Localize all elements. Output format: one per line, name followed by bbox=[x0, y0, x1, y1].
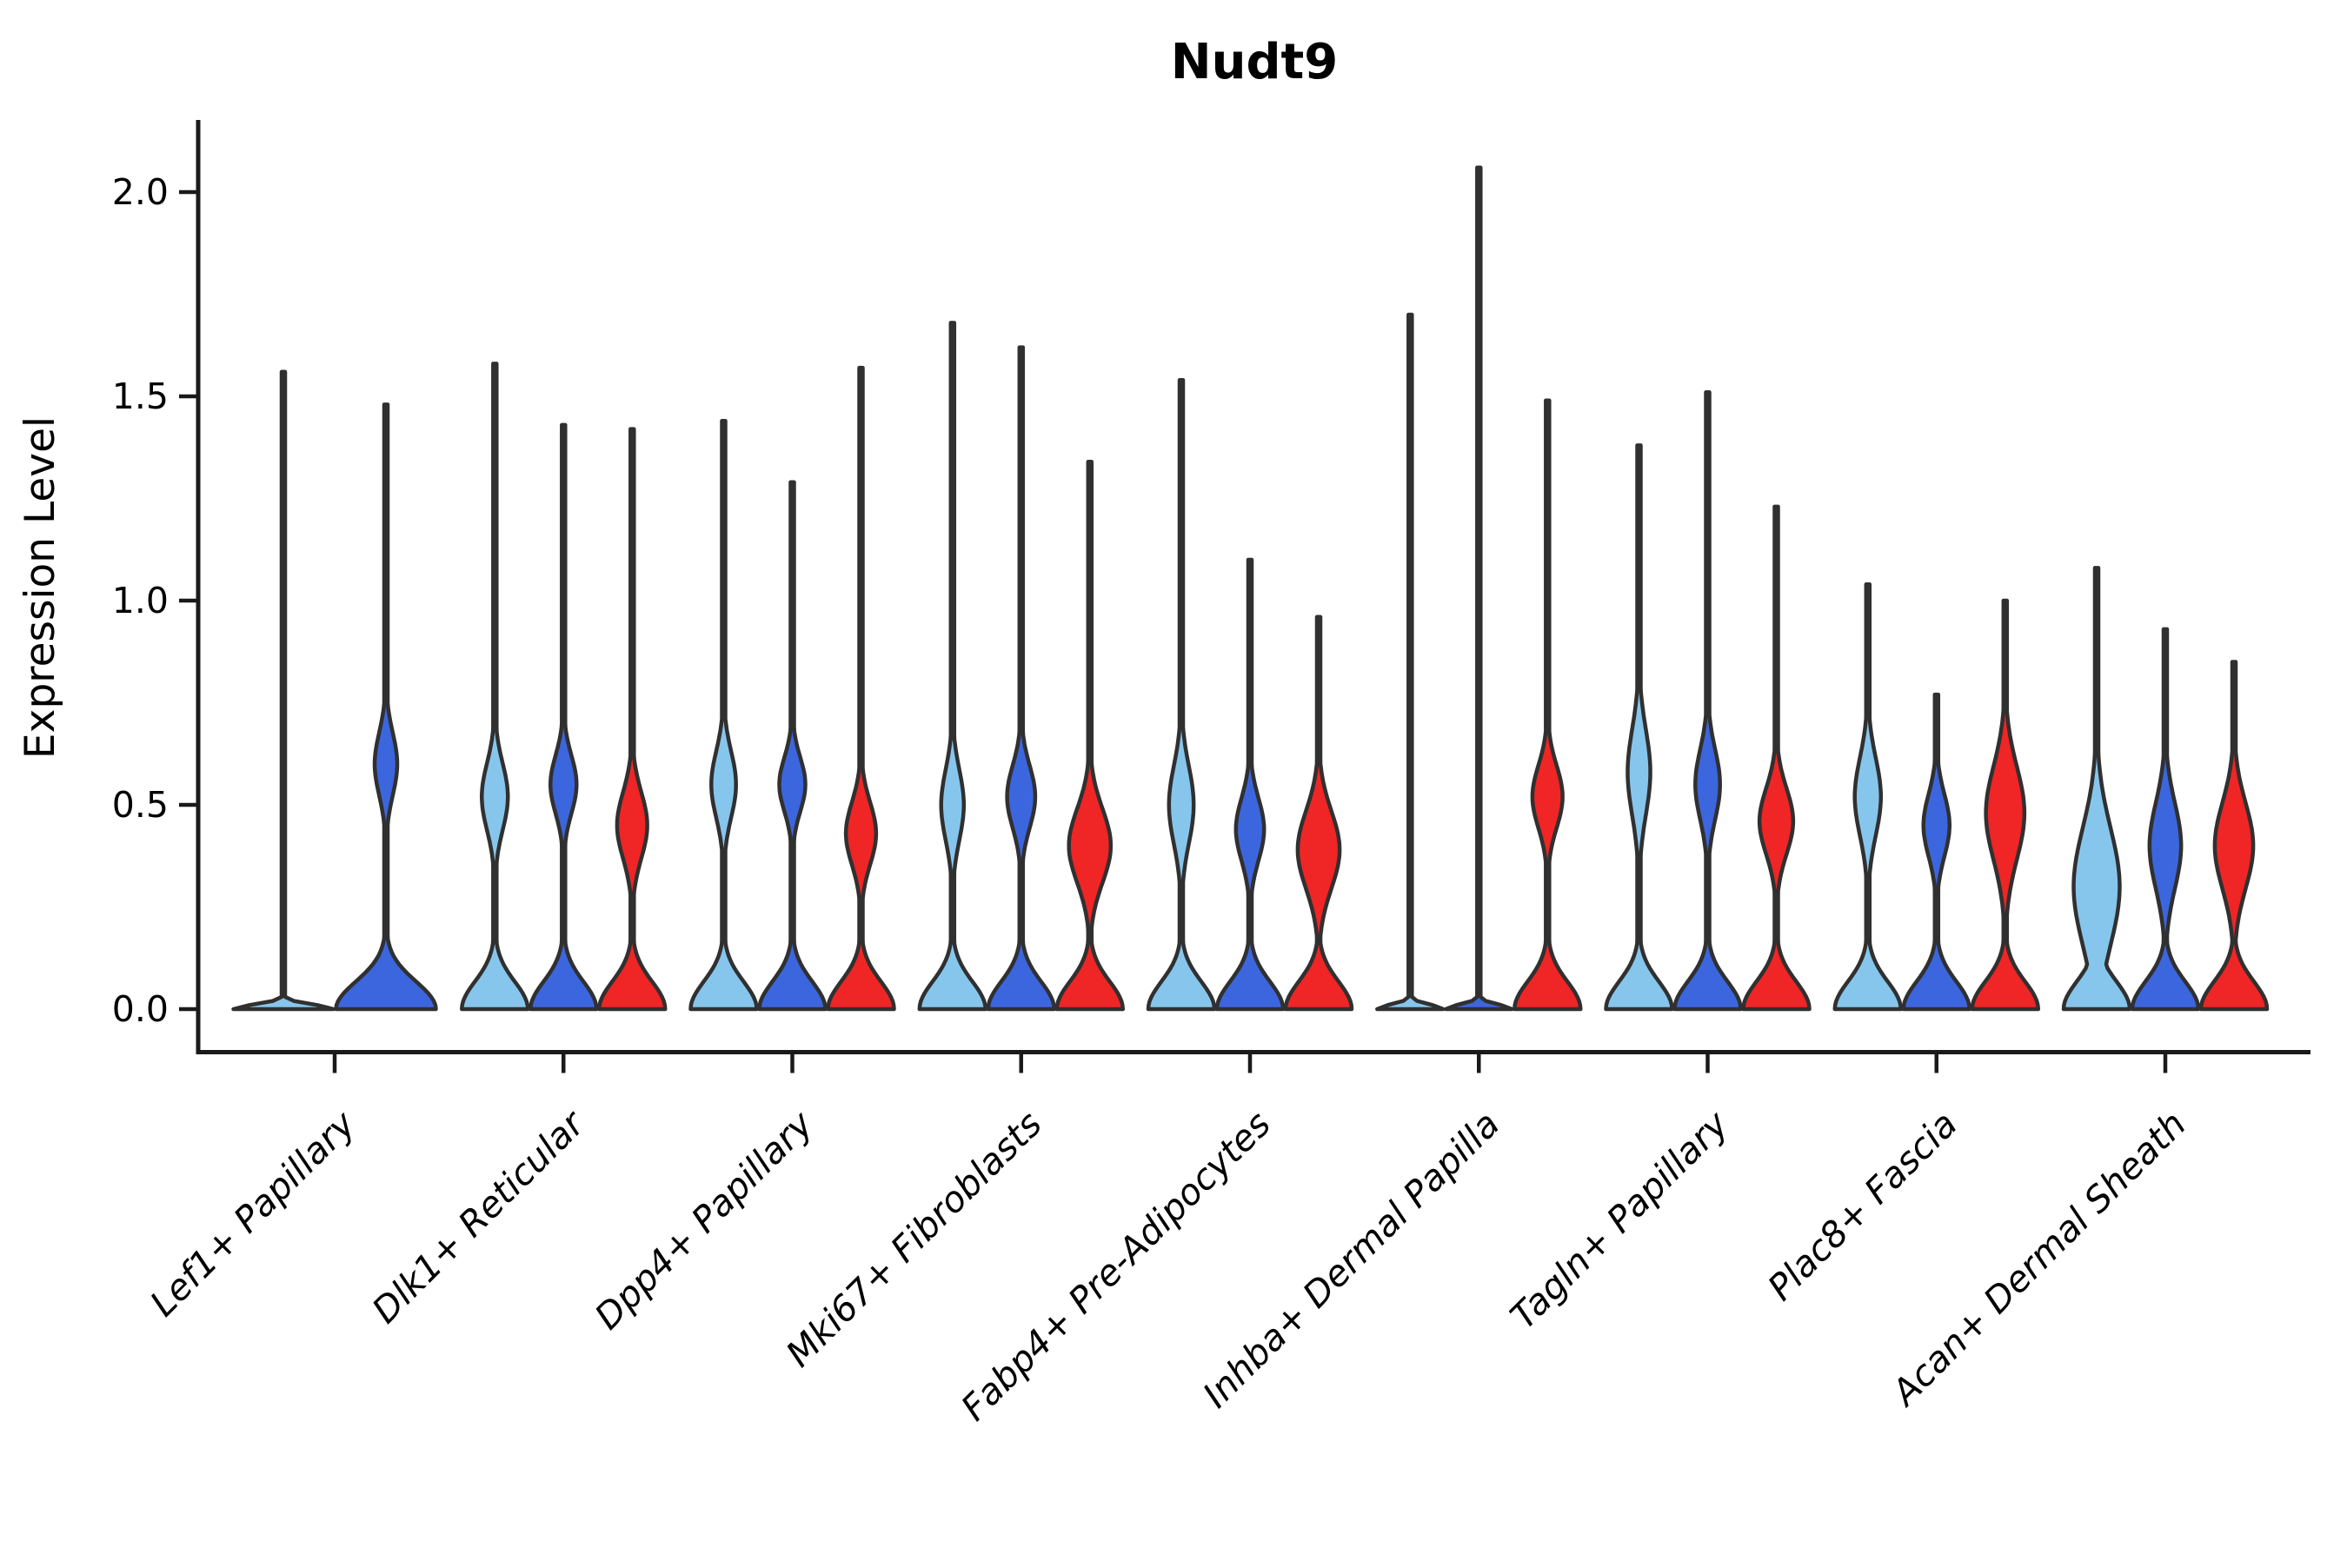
violin-light_blue-inhba-dermal-papilla bbox=[1375, 312, 1446, 1012]
violin-light_blue-mki67-fibroblasts bbox=[917, 321, 988, 1012]
x-tick-label: Dlk1+ Reticular bbox=[364, 1102, 594, 1332]
y-tick-label: 0.5 bbox=[112, 784, 169, 826]
violin-red-mki67-fibroblasts bbox=[1054, 459, 1126, 1012]
violin-light_blue-lef1-papillary bbox=[231, 369, 336, 1012]
violin-light_blue-fabp4-pre-adipocytes bbox=[1146, 377, 1217, 1012]
violin-light_blue-tagln-papillary bbox=[1604, 443, 1674, 1012]
chart-title: Nudt9 bbox=[1171, 34, 1339, 90]
axes-layer: 0.0 0.5 1.0 1.5 2.0 Lef1+ Papillary Dlk1+ Reti… bbox=[112, 120, 2310, 1429]
violin-red-plac8-fascia bbox=[1970, 598, 2041, 1012]
violin-light_blue-plac8-fascia bbox=[1832, 581, 1904, 1012]
violin-blue-tagln-papillary bbox=[1672, 390, 1743, 1012]
violin-blue-dlk1-reticular bbox=[529, 422, 599, 1012]
violin-blue-plac8-fascia bbox=[1901, 692, 1972, 1012]
y-tick-label: 1.0 bbox=[112, 580, 169, 621]
violin-light_blue-acan-dermal-sheath bbox=[2061, 566, 2132, 1012]
y-tick-label: 0.0 bbox=[112, 988, 169, 1030]
x-tick-label: Plac8+ Fascia bbox=[1759, 1103, 1965, 1308]
violin-blue-acan-dermal-sheath bbox=[2130, 627, 2201, 1012]
violin-red-acan-dermal-sheath bbox=[2198, 660, 2270, 1012]
violin-red-fabp4-pre-adipocytes bbox=[1283, 615, 1354, 1012]
violin-blue-inhba-dermal-papilla bbox=[1444, 165, 1514, 1012]
x-tick-label: Mki67+ Fibroblasts bbox=[778, 1103, 1050, 1375]
y-tick-label: 1.5 bbox=[112, 375, 169, 417]
violin-light_blue-dpp4-papillary bbox=[688, 418, 759, 1012]
x-tick-label: Lef1+ Papillary bbox=[142, 1103, 363, 1325]
x-tick-label: Dpp4+ Papillary bbox=[587, 1103, 821, 1338]
violin-light_blue-dlk1-reticular bbox=[460, 362, 530, 1012]
violin-red-tagln-papillary bbox=[1741, 504, 1812, 1012]
violin-blue-mki67-fibroblasts bbox=[986, 345, 1057, 1012]
violin-blue-lef1-papillary bbox=[334, 402, 438, 1012]
violin-blue-dpp4-papillary bbox=[757, 480, 828, 1012]
y-tick-label: 2.0 bbox=[112, 171, 169, 213]
x-tick-label: Tagln+ Papillary bbox=[1502, 1103, 1737, 1338]
violin-red-inhba-dermal-papilla bbox=[1513, 398, 1583, 1012]
violin-red-dpp4-papillary bbox=[826, 365, 896, 1012]
violins-layer bbox=[231, 165, 2270, 1012]
y-axis-label: Expression Level bbox=[17, 416, 64, 759]
violin-blue-fabp4-pre-adipocytes bbox=[1214, 557, 1286, 1012]
violin-red-dlk1-reticular bbox=[597, 427, 668, 1012]
